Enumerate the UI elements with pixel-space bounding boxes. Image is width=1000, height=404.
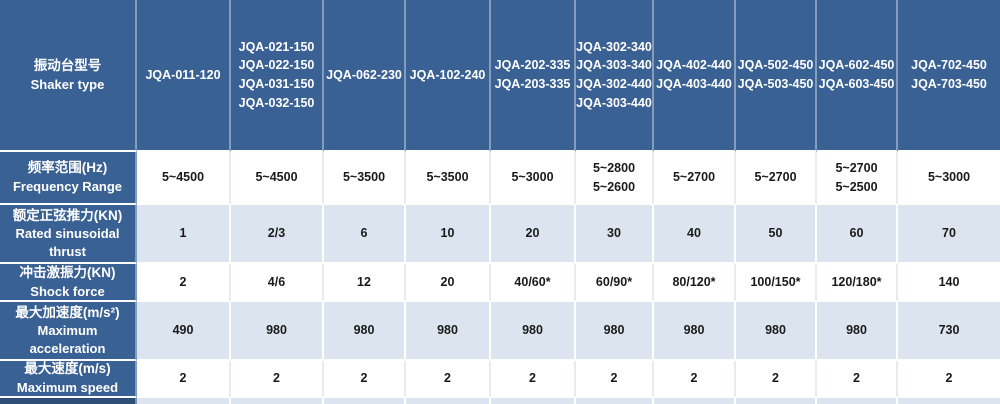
data-cell: 980 [406, 302, 491, 361]
row-header-cell: 额定正弦推力(KN) Rated sinusoidal thrust [0, 205, 137, 264]
data-cell: 12 [324, 264, 406, 302]
data-cell: 980 [324, 302, 406, 361]
data-cell: 10 [406, 205, 491, 264]
data-cell: 50 [736, 205, 817, 264]
row-header-cell-zh: 频率范围(Hz) [27, 160, 108, 176]
row-header-cell-zh: 额定正弦推力(KN) [12, 207, 123, 223]
partial-row-cell [137, 398, 231, 404]
data-cell: 2 [231, 361, 324, 398]
data-cell: 5~2700 [654, 152, 736, 205]
column-header-cell: JQA-102-240 [406, 0, 491, 152]
column-header-cell: JQA-011-120 [137, 0, 231, 152]
data-cell: 980 [231, 302, 324, 361]
column-header-cell: JQA-402-440 JQA-403-440 [654, 0, 736, 152]
data-cell: 2 [898, 361, 1000, 398]
data-cell: 5~2800 5~2600 [576, 152, 654, 205]
data-cell: 120/180* [817, 264, 898, 302]
row-header-cell-en: Shock force [30, 283, 105, 299]
column-header-cell: JQA-062-230 [324, 0, 406, 152]
data-cell: 2 [736, 361, 817, 398]
row-header-cell-en: Maximum speed [16, 380, 119, 396]
data-cell: 20 [406, 264, 491, 302]
row-header-cell: 频率范围(Hz) Frequency Range [0, 152, 137, 205]
partial-row-cell [817, 398, 898, 404]
row-header-cell-zh: 最大速度(m/s) [24, 361, 111, 377]
column-header-cell: JQA-602-450 JQA-603-450 [817, 0, 898, 152]
column-header-cell: JQA-202-335 JQA-203-335 [491, 0, 576, 152]
column-header-cell: JQA-302-340 JQA-303-340 JQA-302-440 JQA-… [576, 0, 654, 152]
data-cell: 2 [137, 264, 231, 302]
row-header-cell-en: Maximum acceleration [29, 323, 106, 356]
data-cell: 4/6 [231, 264, 324, 302]
shaker-type-header-cell-zh: 振动台型号 [33, 57, 102, 73]
data-cell: 5~2700 5~2500 [817, 152, 898, 205]
partial-row-cell [324, 398, 406, 404]
data-cell: 980 [817, 302, 898, 361]
data-cell: 2 [491, 361, 576, 398]
row-header-cell-en: Rated sinusoidal thrust [15, 226, 120, 259]
row-header-cell-zh: 冲击激振力(KN) [19, 264, 116, 280]
data-cell: 730 [898, 302, 1000, 361]
partial-row-cell [406, 398, 491, 404]
data-cell: 80/120* [654, 264, 736, 302]
data-cell: 5~2700 [736, 152, 817, 205]
data-cell: 2 [406, 361, 491, 398]
row-header-cell: 冲击激振力(KN) Shock force [0, 264, 137, 302]
data-cell: 5~3500 [324, 152, 406, 205]
data-cell: 100/150* [736, 264, 817, 302]
shaker-type-header-cell: 振动台型号 Shaker type [0, 0, 137, 152]
data-cell: 5~4500 [231, 152, 324, 205]
data-cell: 60 [817, 205, 898, 264]
data-cell: 1 [137, 205, 231, 264]
data-cell: 70 [898, 205, 1000, 264]
partial-row-cell [231, 398, 324, 404]
data-cell: 980 [491, 302, 576, 361]
data-cell: 980 [576, 302, 654, 361]
partial-row-cell [654, 398, 736, 404]
data-cell: 6 [324, 205, 406, 264]
partial-row-cell [898, 398, 1000, 404]
data-cell: 980 [654, 302, 736, 361]
data-cell: 40 [654, 205, 736, 264]
row-header-cell: 最大加速度(m/s²) Maximum acceleration [0, 302, 137, 361]
partial-row-header-cell [0, 398, 137, 404]
data-cell: 2 [324, 361, 406, 398]
data-cell: 30 [576, 205, 654, 264]
data-cell: 40/60* [491, 264, 576, 302]
data-cell: 60/90* [576, 264, 654, 302]
data-cell: 2/3 [231, 205, 324, 264]
data-cell: 5~3000 [491, 152, 576, 205]
data-cell: 980 [736, 302, 817, 361]
partial-row-cell [491, 398, 576, 404]
partial-row-cell [576, 398, 654, 404]
data-cell: 2 [817, 361, 898, 398]
data-cell: 2 [137, 361, 231, 398]
data-cell: 5~4500 [137, 152, 231, 205]
partial-row-cell [736, 398, 817, 404]
shaker-type-header-cell-en: Shaker type [30, 76, 105, 92]
data-cell: 5~3000 [898, 152, 1000, 205]
row-header-cell-en: Frequency Range [12, 179, 123, 195]
row-header-cell: 最大速度(m/s) Maximum speed [0, 361, 137, 398]
data-cell: 20 [491, 205, 576, 264]
row-header-cell-zh: 最大加速度(m/s²) [15, 304, 120, 320]
data-cell: 5~3500 [406, 152, 491, 205]
data-cell: 2 [654, 361, 736, 398]
column-header-cell: JQA-702-450 JQA-703-450 [898, 0, 1000, 152]
column-header-cell: JQA-021-150 JQA-022-150 JQA-031-150 JQA-… [231, 0, 324, 152]
data-cell: 2 [576, 361, 654, 398]
column-header-cell: JQA-502-450 JQA-503-450 [736, 0, 817, 152]
data-cell: 140 [898, 264, 1000, 302]
data-cell: 490 [137, 302, 231, 361]
